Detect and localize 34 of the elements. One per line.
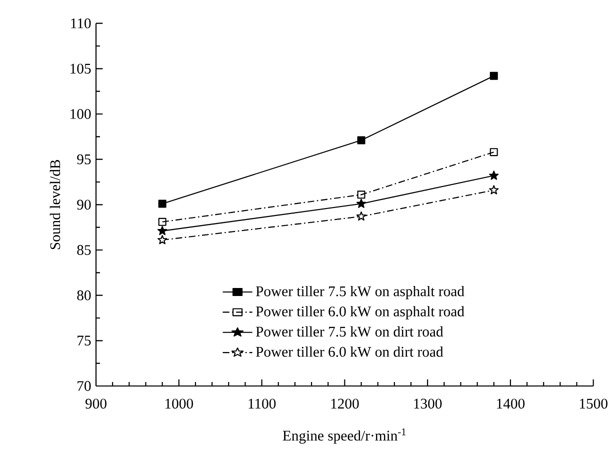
x-tick-label: 900 [85,398,106,409]
point [158,218,166,226]
y-tick-label: 75 [78,336,91,346]
point [158,200,166,208]
x-tick-label: 1000 [166,398,194,409]
point [356,211,366,221]
y-tick-label: 110 [71,18,91,28]
point [490,72,498,80]
y-tick-label: 95 [77,154,91,164]
legend-label: Power tiller 7.5 kW on dirt road [256,326,444,337]
legend-label: Power tiller 6.0 kW on asphalt road [256,306,464,320]
x-tick-label: 1200 [331,398,359,409]
y-tick-label: 90 [77,200,91,210]
point [357,136,366,144]
x-tick-label: 1500 [580,398,608,409]
y-tick-label: 70 [78,381,91,391]
point [356,198,366,208]
y-axis-title: Sound level/dB [50,160,60,250]
y-tick-label: 105 [70,64,91,74]
y-tick-label: 80 [77,290,91,300]
x-tick-label: 1100 [248,398,276,409]
y-tick-label: 100 [70,109,91,119]
point [158,234,168,244]
x-tick-label: 1400 [497,398,525,409]
x-tick-label: 1300 [414,398,442,409]
point [490,148,498,156]
point [489,170,499,180]
x-axis-title: Engine speed/r·min$^{-1}$ [282,428,406,444]
point [489,185,499,194]
point [158,226,168,236]
legend-label: Power tiller 7.5 kW on asphalt road [256,286,464,300]
legend-label: Power tiller 6.0 kW on dirt road [256,346,444,357]
y-tick-label: 85 [77,245,91,255]
point [357,190,366,199]
